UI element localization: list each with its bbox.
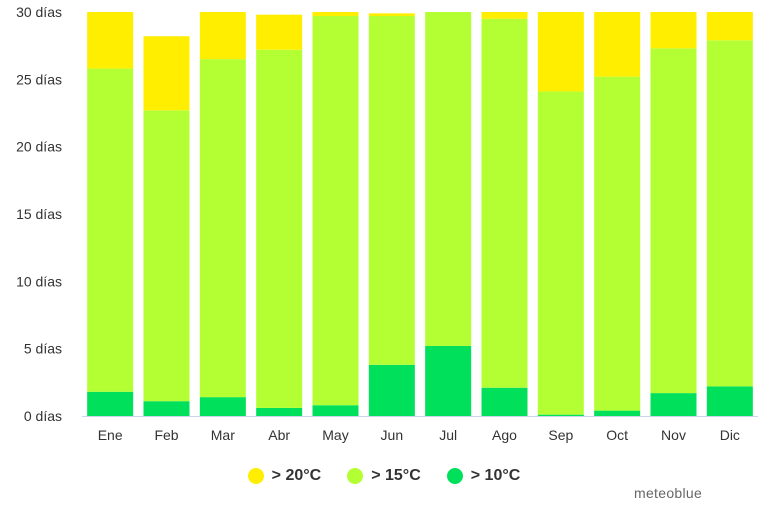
bar-segment	[481, 12, 528, 19]
bar-segment	[143, 401, 190, 416]
bar-segment	[368, 16, 415, 365]
x-tick-label: May	[322, 427, 348, 443]
legend-swatch	[446, 468, 463, 484]
bar-segment	[256, 14, 303, 50]
x-tick-label: Mar	[211, 427, 235, 443]
bar-segment	[706, 386, 753, 416]
bar-segment	[368, 13, 415, 17]
legend-label: > 10°C	[470, 467, 521, 484]
x-tick-label: Feb	[154, 427, 178, 443]
x-tick-label: Nov	[661, 427, 686, 443]
y-tick-label: 0 días	[24, 408, 62, 424]
bar-segment	[87, 391, 134, 416]
bar-segment	[537, 12, 584, 92]
legend: > 20°C > 15°C > 10°C	[0, 464, 768, 488]
bar-segment	[256, 49, 303, 408]
bar-segment	[199, 59, 246, 398]
bar-segment	[256, 407, 303, 416]
bar-segment	[594, 12, 641, 77]
bar-segment	[706, 12, 753, 41]
y-tick-label: 15 días	[16, 206, 62, 222]
x-tick-label: Ene	[98, 427, 123, 443]
bar-segment	[87, 68, 134, 392]
legend-item[interactable]: > 20°C	[247, 467, 322, 485]
y-tick-label: 20 días	[16, 139, 62, 155]
y-tick-label: 10 días	[16, 273, 62, 289]
y-tick-label: 25 días	[16, 71, 62, 87]
credit-label: meteoblue	[634, 485, 703, 501]
bar-segment	[312, 16, 359, 406]
bar-segment	[481, 18, 528, 388]
bar-segment	[312, 405, 359, 416]
x-tick-label: Jul	[439, 427, 457, 443]
y-tick-label: 30 días	[16, 4, 62, 20]
bar-segment	[143, 36, 190, 111]
x-tick-label: Oct	[606, 427, 628, 443]
bar-segment	[537, 91, 584, 415]
bar-segment	[368, 364, 415, 416]
bar-segment	[594, 410, 641, 416]
bar-segment	[199, 397, 246, 416]
legend-label: > 20°C	[271, 467, 322, 484]
legend-swatch	[247, 468, 264, 484]
stacked-bar-chart: 0 días 5 días 10 días 15 días 20 días 25 días…	[16, 4, 758, 443]
legend-item[interactable]: > 10°C	[446, 467, 521, 485]
x-tick-label: Ago	[492, 427, 517, 443]
x-tick-label: Sep	[548, 427, 573, 443]
legend-item[interactable]: > 15°C	[347, 467, 421, 485]
bar-segment	[481, 387, 528, 416]
x-tick-label: Jun	[381, 427, 404, 443]
bar-segment	[87, 12, 134, 69]
bar-segment	[537, 414, 584, 416]
bar-segment	[594, 76, 641, 411]
bar-segment	[650, 393, 697, 416]
legend-swatch	[347, 468, 364, 484]
bar-segment	[143, 110, 190, 402]
x-tick-label: Dic	[720, 427, 740, 443]
x-tick-label: Abr	[268, 427, 290, 443]
y-tick-label: 5 días	[24, 341, 62, 357]
bar-segment	[312, 12, 359, 17]
bar-segment	[425, 12, 472, 346]
bar-segment	[199, 12, 246, 60]
bar-segment	[650, 12, 697, 49]
bar-segment	[425, 345, 472, 416]
legend-label: > 15°C	[371, 467, 421, 484]
bar-segment	[706, 40, 753, 387]
bar-segment	[650, 48, 697, 394]
